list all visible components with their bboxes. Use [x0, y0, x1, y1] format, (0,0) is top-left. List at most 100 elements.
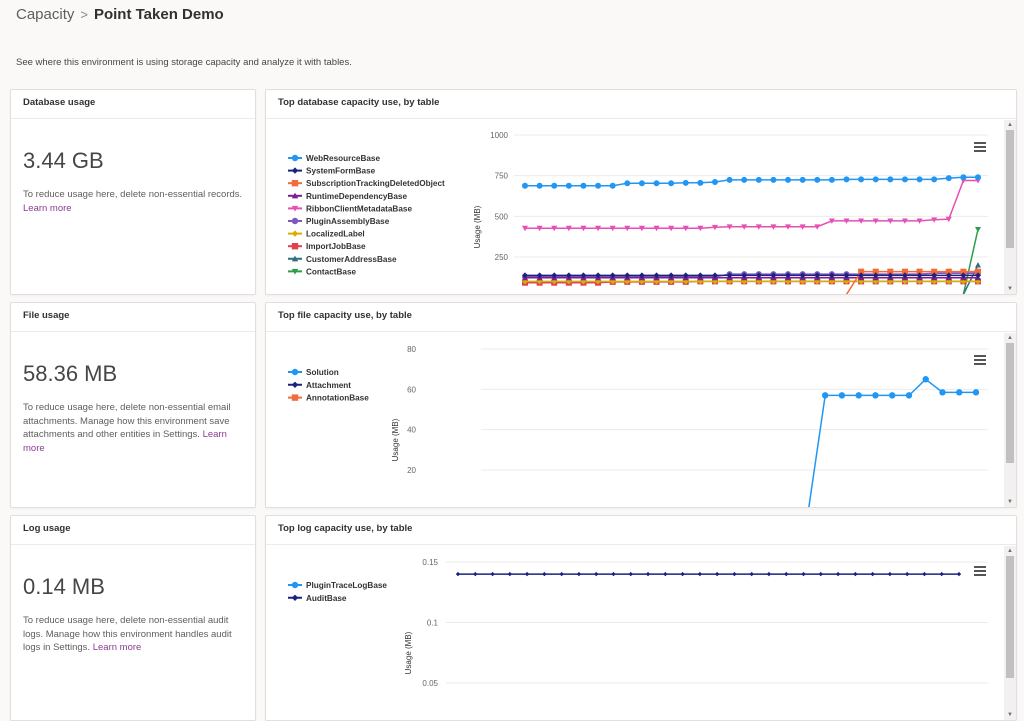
hamburger-menu-icon[interactable]	[974, 142, 986, 152]
chart-scrollbar[interactable]: ▲ ▼	[1004, 546, 1016, 720]
y-tick-label: 1000	[490, 131, 508, 140]
data-point	[609, 182, 616, 189]
data-point	[887, 176, 894, 183]
data-point	[580, 272, 587, 279]
plot-area	[808, 376, 980, 507]
scroll-thumb[interactable]	[1006, 130, 1014, 248]
legend-item[interactable]: AuditBase	[288, 594, 347, 603]
data-point	[609, 272, 616, 279]
data-point	[945, 268, 952, 275]
legend-item[interactable]: SystemFormBase	[288, 167, 376, 176]
gridlines	[514, 134, 988, 258]
scroll-thumb[interactable]	[1006, 556, 1014, 678]
data-point	[291, 381, 299, 388]
data-point	[291, 180, 299, 187]
legend-item[interactable]: PluginAssemblyBase	[288, 217, 390, 226]
legend-item[interactable]: AnnotationBase	[288, 394, 369, 403]
scroll-down-icon[interactable]: ▼	[1007, 712, 1013, 718]
data-point	[945, 272, 952, 279]
plot-area	[455, 571, 962, 577]
scroll-up-icon[interactable]: ▲	[1007, 548, 1013, 554]
data-point	[455, 571, 461, 577]
data-point	[536, 272, 543, 279]
legend-label: SystemFormBase	[306, 167, 376, 176]
data-point	[291, 167, 299, 174]
legend-item[interactable]: LocalizedLabel	[288, 230, 365, 239]
legend-item[interactable]: CustomerAddressBase	[288, 255, 397, 264]
file-capacity-chart: 20 40 60 80 Usage (MB) Solution Attachment Anno…	[288, 345, 988, 507]
data-point	[843, 218, 850, 224]
breadcrumb-separator-icon: >	[80, 7, 88, 22]
scroll-up-icon[interactable]: ▲	[1007, 122, 1013, 128]
scroll-thumb[interactable]	[1006, 343, 1014, 463]
data-point	[828, 218, 835, 224]
data-point	[904, 571, 910, 577]
data-point	[594, 571, 599, 577]
file-usage-value: 58.36 MB	[23, 361, 118, 386]
legend-item[interactable]: ImportJobBase	[288, 242, 366, 251]
page-description: See where this environment is using stor…	[16, 57, 352, 68]
data-point	[838, 392, 846, 399]
data-point	[916, 268, 923, 275]
learn-more-link[interactable]: Learn more	[23, 429, 227, 454]
help-text: To reduce usage here, delete non-essenti…	[23, 615, 232, 653]
log-usage-card: Log usage 0.14 MB To reduce usage here, …	[10, 515, 256, 721]
data-point	[576, 571, 582, 577]
hamburger-menu-icon[interactable]	[974, 355, 986, 365]
data-point	[972, 389, 980, 396]
data-point	[939, 389, 946, 396]
database-usage-help: To reduce usage here, delete non-essenti…	[23, 188, 243, 215]
card-title: Database usage	[11, 90, 255, 119]
learn-more-link[interactable]: Learn more	[23, 202, 72, 214]
learn-more-link-part[interactable]: more	[23, 442, 45, 454]
hamburger-menu-icon[interactable]	[974, 566, 986, 576]
data-point	[682, 272, 689, 279]
data-point	[559, 571, 564, 577]
legend-item[interactable]: Solution	[288, 368, 339, 377]
data-point	[872, 268, 879, 275]
legend-item[interactable]: ContactBase	[288, 267, 356, 276]
data-point	[595, 272, 602, 279]
chart-legend: PluginTraceLogBase AuditBase	[288, 581, 387, 603]
data-point	[291, 394, 299, 401]
data-point	[858, 218, 865, 224]
data-point	[858, 272, 865, 279]
data-point	[714, 571, 720, 577]
data-point	[609, 225, 616, 232]
legend-item[interactable]: PluginTraceLogBase	[288, 581, 387, 590]
breadcrumb-capacity-link[interactable]: Capacity	[16, 6, 75, 23]
legend-item[interactable]: RuntimeDependencyBase	[288, 192, 407, 201]
data-point	[522, 225, 528, 232]
plot-area	[522, 174, 981, 294]
learn-more-link-part[interactable]: Learn	[202, 429, 227, 440]
learn-more-link[interactable]: Learn more	[92, 642, 142, 653]
legend-item[interactable]: Attachment	[288, 381, 351, 390]
help-text: To reduce usage here, delete non-essenti…	[23, 189, 243, 200]
scroll-down-icon[interactable]: ▼	[1007, 286, 1013, 292]
data-point	[580, 225, 587, 232]
data-point	[858, 268, 865, 275]
legend-item[interactable]: SubscriptionTrackingDeletedObject	[288, 179, 445, 188]
chart-legend: Solution Attachment AnnotationBase	[288, 368, 369, 403]
series-RibbonClientMetadataBase	[522, 178, 981, 232]
data-point	[814, 272, 821, 279]
chart-scrollbar[interactable]: ▲ ▼	[1004, 333, 1016, 507]
data-point	[956, 571, 962, 577]
data-point	[663, 571, 668, 577]
data-point	[291, 594, 299, 601]
scroll-up-icon[interactable]: ▲	[1007, 335, 1013, 341]
data-point	[522, 182, 528, 189]
database-chart-card: Top database capacity use, by table 250 5…	[265, 89, 1017, 295]
gridlines	[446, 561, 988, 684]
scroll-down-icon[interactable]: ▼	[1007, 499, 1013, 505]
log-usage-value: 0.14 MB	[23, 574, 105, 599]
menu-bar	[974, 566, 986, 568]
card-title: Log usage	[11, 516, 255, 545]
legend-item[interactable]: WebResourceBase	[288, 154, 380, 163]
data-point	[901, 176, 908, 183]
data-point	[901, 218, 908, 224]
menu-bar	[974, 570, 986, 572]
legend-item[interactable]: RibbonClientMetadataBase	[288, 204, 412, 213]
data-point	[975, 226, 981, 233]
chart-scrollbar[interactable]: ▲ ▼	[1004, 120, 1016, 294]
